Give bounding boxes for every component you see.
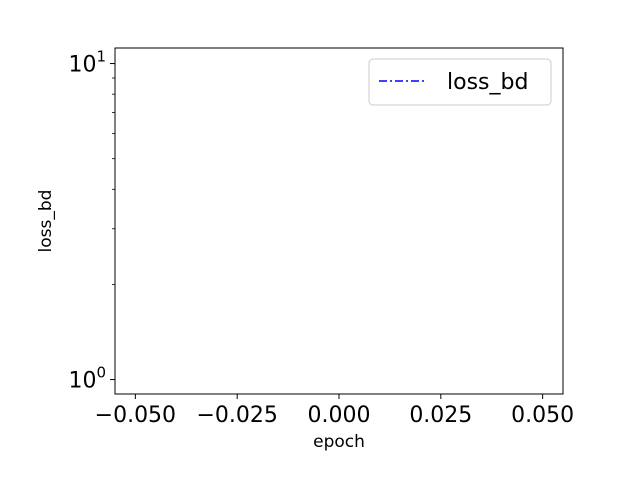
x-axis-ticks: −0.050 −0.025 0.000 0.025 0.050 bbox=[95, 394, 574, 428]
plot-frame bbox=[114, 47, 564, 395]
plot-area bbox=[115, 48, 563, 394]
x-tick-label: −0.025 bbox=[196, 403, 277, 428]
x-tick-label: 0.025 bbox=[409, 403, 472, 428]
y-tick-label: 100 bbox=[68, 364, 106, 394]
x-tick-label: 0.050 bbox=[511, 403, 574, 428]
y-axis-ticks: 100 101 bbox=[68, 48, 115, 394]
legend: loss_bd bbox=[368, 58, 552, 106]
x-tick-label: −0.050 bbox=[95, 403, 176, 428]
x-tick-label: 0.000 bbox=[308, 403, 371, 428]
y-tick-label: 101 bbox=[68, 48, 106, 78]
x-axis-label: epoch bbox=[313, 432, 365, 452]
legend-label-loss-bd: loss_bd bbox=[447, 70, 528, 95]
y-axis-label: loss_bd bbox=[36, 190, 56, 253]
legend-box bbox=[368, 58, 552, 106]
